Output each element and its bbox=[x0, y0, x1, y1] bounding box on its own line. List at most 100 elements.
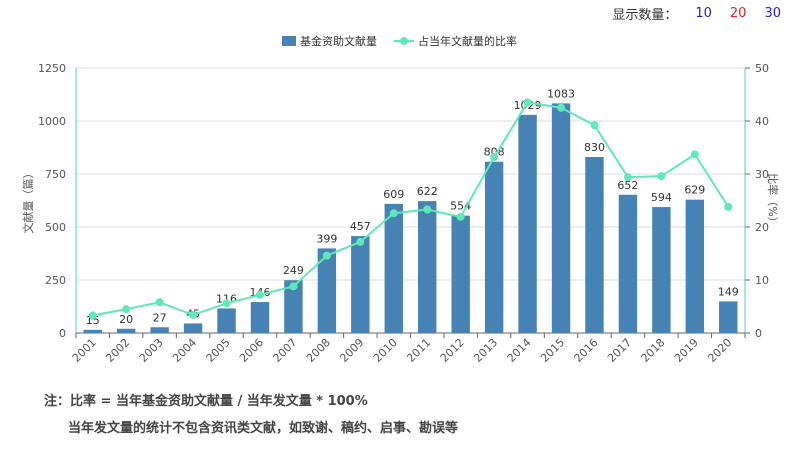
ratio-point bbox=[456, 212, 465, 221]
x-tick-label: 2017 bbox=[605, 336, 634, 365]
x-tick-label: 2016 bbox=[572, 336, 601, 365]
ratio-point bbox=[423, 205, 432, 214]
ratio-point bbox=[356, 237, 365, 246]
ratio-point bbox=[88, 311, 97, 320]
legend-line-marker bbox=[400, 37, 408, 45]
chart-notes: 注：比率 = 当年基金资助文献量 / 当年发文量 * 100% 当年发文量的统计… bbox=[44, 390, 458, 436]
bar bbox=[451, 215, 470, 333]
note-exclusion: 当年发文量的统计不包含资讯类文献，如致谢、稿约、启事、勘误等 bbox=[68, 421, 459, 436]
bar-value-label: 20 bbox=[119, 313, 133, 326]
display-count-option-20[interactable]: 20 bbox=[729, 6, 747, 21]
bar bbox=[618, 194, 638, 333]
x-tick-label: 2001 bbox=[70, 336, 99, 365]
y-tick-label: 1000 bbox=[38, 115, 66, 128]
ratio-point bbox=[690, 150, 699, 159]
x-tick-label: 2013 bbox=[471, 336, 500, 365]
x-tick-label: 2014 bbox=[505, 336, 534, 365]
bar-value-label: 594 bbox=[651, 191, 672, 204]
y-tick-label: 0 bbox=[59, 327, 66, 340]
bar-value-label: 1083 bbox=[547, 87, 575, 100]
ratio-point bbox=[523, 98, 532, 107]
ratio-point bbox=[724, 202, 733, 211]
display-count-label: 显示数量： bbox=[612, 8, 678, 23]
bar bbox=[585, 157, 604, 333]
x-tick-label: 2019 bbox=[672, 336, 701, 365]
bar-value-label: 652 bbox=[617, 179, 638, 192]
bar bbox=[116, 328, 136, 333]
ratio-point bbox=[557, 103, 566, 112]
ratio-point bbox=[189, 310, 198, 319]
ratio-point bbox=[122, 305, 131, 314]
x-tick-label: 2006 bbox=[237, 336, 266, 365]
ratio-point bbox=[389, 209, 398, 218]
ratio-line bbox=[92, 101, 730, 317]
bar-value-label: 830 bbox=[584, 141, 605, 154]
fund-literature-chart: 0 250 500 750 1000 1250 0 10 20 30 40 50 文献量（篇） 比率（%）… bbox=[21, 34, 780, 365]
bar bbox=[83, 329, 102, 333]
legend-bar-label: 基金资助文献量 bbox=[300, 34, 377, 48]
y2-tick-label: 20 bbox=[755, 221, 769, 234]
bar bbox=[418, 201, 437, 333]
bar-value-label: 149 bbox=[718, 285, 739, 298]
bar-value-label: 609 bbox=[383, 188, 404, 201]
y2-tick-label: 30 bbox=[755, 168, 769, 181]
bar-value-label: 622 bbox=[417, 185, 438, 198]
x-tick-label: 2020 bbox=[705, 336, 734, 365]
ratio-point bbox=[657, 172, 666, 181]
bar bbox=[551, 103, 571, 334]
ratio-point bbox=[590, 121, 599, 130]
ratio-point bbox=[322, 251, 331, 260]
bar-value-label: 249 bbox=[283, 264, 304, 277]
display-count-control: 显示数量： 10 20 30 bbox=[612, 4, 785, 23]
y-tick-label: 1250 bbox=[38, 62, 66, 75]
x-tick-label: 2015 bbox=[538, 336, 567, 365]
x-tick-label: 2007 bbox=[271, 336, 300, 365]
ratio-point bbox=[222, 299, 231, 308]
x-tick-label: 2005 bbox=[204, 336, 233, 365]
y-tick-label: 500 bbox=[45, 221, 66, 234]
y2-tick-label: 0 bbox=[755, 327, 762, 340]
bar bbox=[518, 114, 537, 334]
y2-tick-label: 10 bbox=[755, 274, 769, 287]
x-tick-label: 2012 bbox=[438, 336, 467, 365]
bar-value-label: 27 bbox=[153, 311, 167, 324]
bar-value-label: 554 bbox=[450, 200, 471, 213]
x-tick-label: 2011 bbox=[404, 336, 433, 365]
display-count-option-10[interactable]: 10 bbox=[695, 6, 712, 21]
legend-line-label: 占当年文献量的比率 bbox=[418, 34, 517, 48]
y-tick-label: 250 bbox=[45, 274, 66, 287]
ratio-point bbox=[255, 290, 264, 299]
bar-value-label: 457 bbox=[350, 220, 371, 233]
x-tick-label: 2008 bbox=[304, 336, 333, 365]
x-tick-label: 2018 bbox=[639, 336, 668, 365]
bar bbox=[183, 323, 203, 333]
bar bbox=[317, 248, 337, 333]
bar bbox=[719, 301, 738, 333]
bar bbox=[351, 236, 370, 333]
bar bbox=[217, 308, 236, 333]
bar bbox=[250, 302, 270, 333]
x-tick-label: 2004 bbox=[170, 336, 199, 365]
y2-tick-label: 50 bbox=[755, 62, 769, 75]
note-ratio-definition: 注：比率 = 当年基金资助文献量 / 当年发文量 * 100% bbox=[44, 394, 368, 409]
bar bbox=[484, 161, 504, 333]
display-count-option-30[interactable]: 30 bbox=[764, 6, 781, 21]
y-tick-label: 750 bbox=[45, 168, 66, 181]
y-axis-title: 文献量（篇） bbox=[21, 168, 35, 234]
bar bbox=[652, 207, 671, 333]
x-tick-label: 2009 bbox=[337, 336, 366, 365]
bar bbox=[150, 327, 169, 333]
ratio-point bbox=[623, 173, 632, 182]
y2-tick-label: 40 bbox=[755, 115, 769, 128]
bar bbox=[685, 199, 705, 333]
y2-axis-title: 比率（%） bbox=[766, 173, 780, 227]
bar-value-label: 629 bbox=[684, 184, 705, 197]
x-tick-label: 2003 bbox=[137, 336, 166, 365]
ratio-point bbox=[490, 153, 499, 162]
bar bbox=[284, 280, 303, 333]
x-tick-label: 2002 bbox=[103, 336, 132, 365]
ratio-point bbox=[289, 282, 298, 291]
x-tick-label: 2010 bbox=[371, 336, 400, 365]
bar-value-label: 399 bbox=[316, 232, 337, 245]
bar bbox=[384, 203, 403, 333]
